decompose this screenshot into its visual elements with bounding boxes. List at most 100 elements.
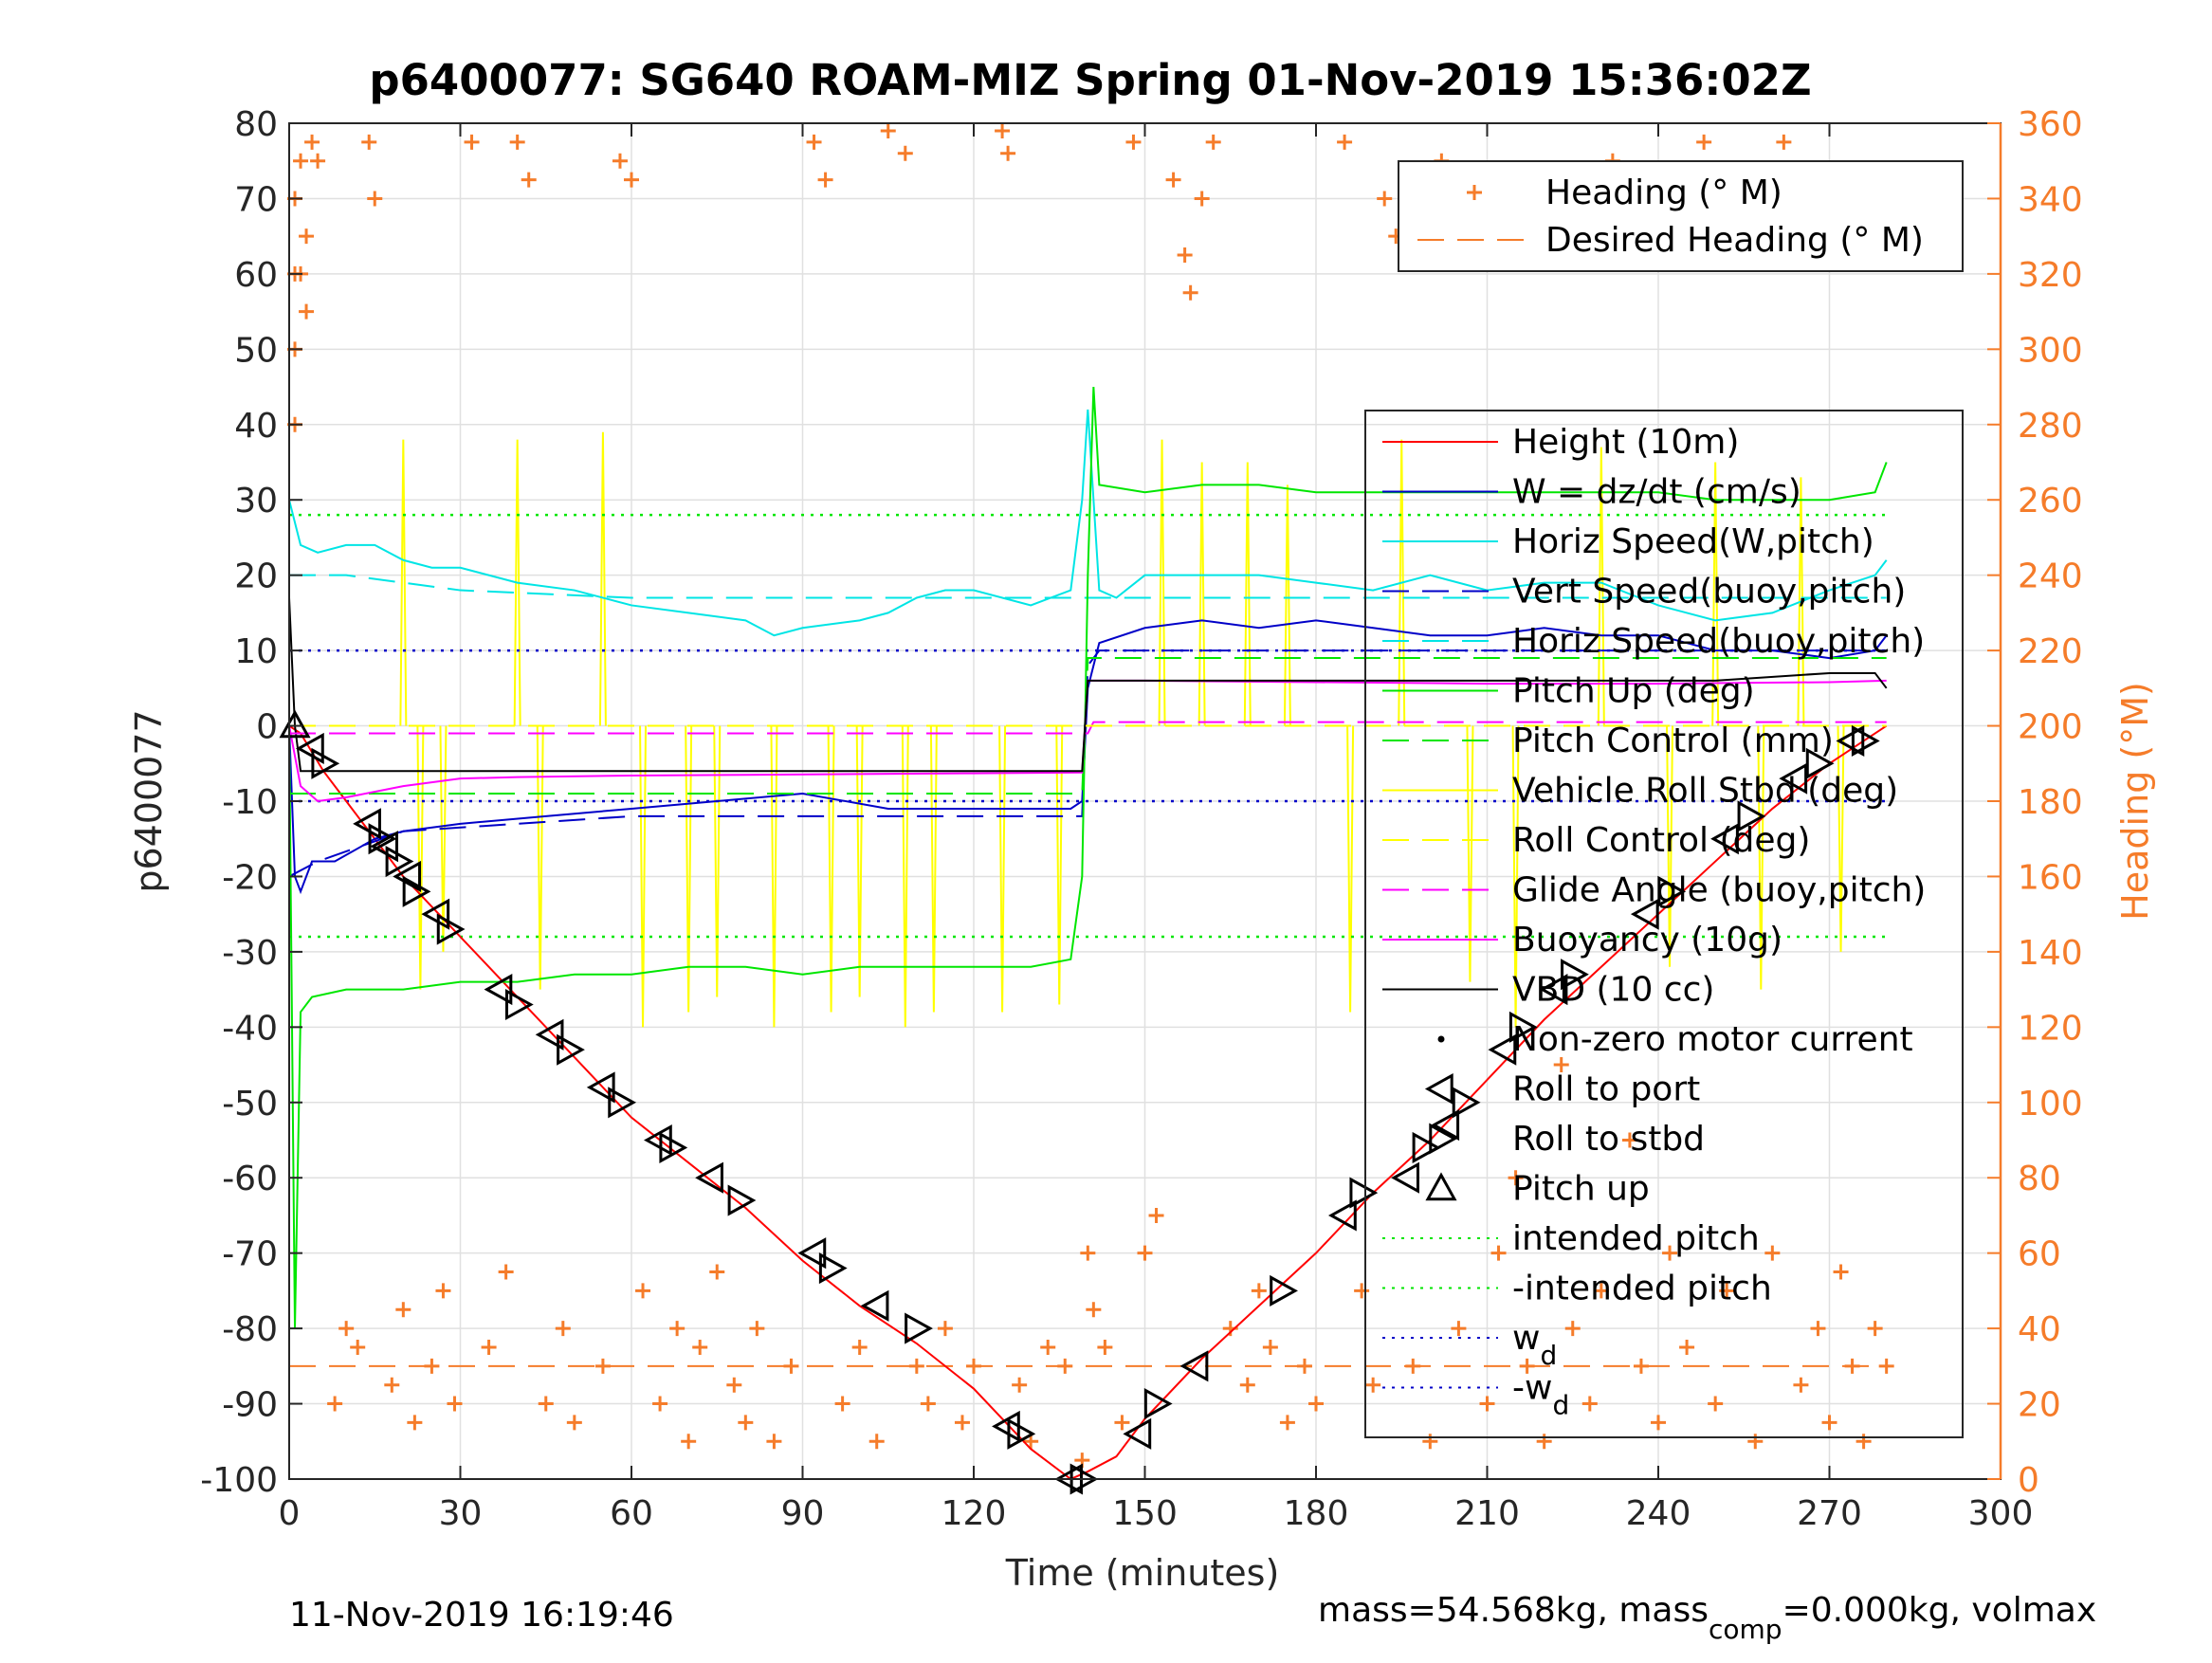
- tri-right-marker: [436, 913, 466, 945]
- heading-point: [868, 1434, 885, 1450]
- roll-spike: [1797, 477, 1805, 726]
- tri-left-marker: [1391, 1161, 1419, 1194]
- legend-main-swatch: [1425, 1172, 1457, 1201]
- y-tick-label: 60: [234, 256, 278, 295]
- tri-right-marker: [1452, 1087, 1481, 1119]
- heading-point: [1793, 1377, 1809, 1393]
- heading-point: [1747, 1434, 1764, 1450]
- heading-point: [407, 1415, 423, 1431]
- tri-left-marker: [393, 860, 422, 892]
- tri-right-marker: [368, 823, 397, 855]
- heading-point: [1000, 145, 1016, 161]
- tri-right-marker: [385, 846, 414, 878]
- tri-left-marker: [695, 1161, 723, 1194]
- tri-right-marker: [659, 1131, 688, 1163]
- tri-right-marker: [1851, 724, 1880, 757]
- heading-point: [1239, 1377, 1255, 1393]
- y-tick-label: -90: [222, 1386, 278, 1425]
- roll-spike: [1837, 725, 1845, 952]
- footer-timestamp: 11-Nov-2019 16:19:46: [289, 1596, 674, 1635]
- y-tick-label: 30: [234, 482, 278, 521]
- y-tick-label: 20: [234, 557, 278, 596]
- y2-tick-label: 200: [2018, 708, 2083, 747]
- heading-point: [1821, 1415, 1837, 1431]
- roll-spike: [1466, 725, 1474, 982]
- y2-tick-label: 300: [2018, 331, 2083, 370]
- legend-main-label: Non-zero motor current: [1512, 1020, 1913, 1059]
- tri-left-marker: [421, 898, 450, 930]
- legend-main-label: Height (10m): [1512, 423, 1739, 462]
- series-line-5: [288, 386, 1888, 1329]
- x-tick-label: 210: [1454, 1494, 1520, 1533]
- y-tick-label: -100: [200, 1461, 278, 1500]
- y-tick-label: -50: [222, 1085, 278, 1124]
- y2-axis-label: Heading (°M): [2114, 682, 2156, 921]
- heading-point: [464, 134, 480, 150]
- heading-point: [806, 134, 822, 150]
- x-tick-label: 120: [941, 1494, 1007, 1533]
- heading-point: [1679, 1339, 1695, 1355]
- legend-main-subscript: d: [1540, 1340, 1557, 1371]
- y2-tick-label: 20: [2018, 1386, 2061, 1425]
- tri-left-marker: [484, 974, 513, 1006]
- roll-spike: [1597, 447, 1605, 726]
- tri-left-marker: [295, 732, 324, 764]
- heading-point: [1177, 247, 1193, 264]
- roll-spike: [598, 431, 607, 726]
- legend-main-label: Glide Angle (buoy,pitch): [1512, 871, 1926, 910]
- heading-point: [1080, 1245, 1096, 1261]
- heading-point: [897, 145, 913, 161]
- heading-point: [920, 1396, 936, 1412]
- heading-point: [350, 1339, 366, 1355]
- heading-point: [327, 1396, 343, 1412]
- heading-point: [1040, 1339, 1056, 1355]
- tri-left-marker: [535, 1018, 564, 1051]
- heading-point: [1856, 1434, 1872, 1450]
- heading-point: [361, 134, 377, 150]
- y-tick-label: 50: [234, 331, 278, 370]
- tri-left-marker: [586, 1071, 615, 1104]
- x-axis-label: Time (minutes): [1005, 1552, 1280, 1594]
- heading-point: [851, 1339, 868, 1355]
- tri-left-marker: [1710, 823, 1739, 855]
- y2-tick-label: 320: [2018, 256, 2083, 295]
- heading-point: [1279, 1415, 1295, 1431]
- legend-main-label: Vehicle Roll Stbd (deg): [1512, 772, 1898, 811]
- chart-title: p6400077: SG640 ROAM-MIZ Spring 01-Nov-2…: [369, 55, 1811, 105]
- y2-tick-label: 360: [2018, 105, 2083, 144]
- x-tick-label: 0: [279, 1494, 301, 1533]
- roll-spike: [416, 725, 425, 990]
- heading-point: [995, 122, 1011, 138]
- roll-spike: [929, 725, 938, 1013]
- heading-point: [310, 153, 326, 169]
- tri-right-marker: [1508, 1011, 1538, 1043]
- legend-main-swatch: [1429, 1123, 1458, 1155]
- y2-tick-label: 120: [2018, 1009, 2083, 1048]
- heading-point: [299, 228, 315, 245]
- tri-right-marker: [727, 1184, 757, 1216]
- roll-spike: [827, 725, 835, 1013]
- tri-right-marker: [1805, 747, 1835, 779]
- x-tick-label: 60: [610, 1494, 653, 1533]
- roll-spike: [1158, 439, 1166, 726]
- legend-main: Height (10m) W = dz/dt (cm/s) Horiz Speed(…: [1364, 410, 1964, 1438]
- roll-spike: [1666, 725, 1674, 967]
- x-tick-label: 30: [439, 1494, 483, 1533]
- heading-point: [1581, 1396, 1598, 1412]
- x-tick-label: 300: [1968, 1494, 2034, 1533]
- heading-point: [738, 1415, 754, 1431]
- heading-point: [555, 1321, 571, 1337]
- legend-heading-swatch: [1467, 185, 1482, 200]
- legend-main-label: VBD (10 cc): [1512, 971, 1714, 1010]
- roll-spike: [1398, 439, 1406, 726]
- y2-tick-label: 140: [2018, 934, 2083, 973]
- legend-heading-box: [1398, 160, 1964, 272]
- heading-point: [726, 1377, 742, 1393]
- heading-point: [1354, 1283, 1370, 1299]
- tri-left-marker: [1123, 1417, 1152, 1450]
- tri-right-marker: [608, 1087, 637, 1119]
- tri-left-marker: [370, 831, 398, 863]
- y2-tick-label: 280: [2018, 407, 2083, 446]
- legend-main-label: Pitch Control (mm): [1512, 722, 1834, 760]
- heading-point: [1867, 1321, 1883, 1337]
